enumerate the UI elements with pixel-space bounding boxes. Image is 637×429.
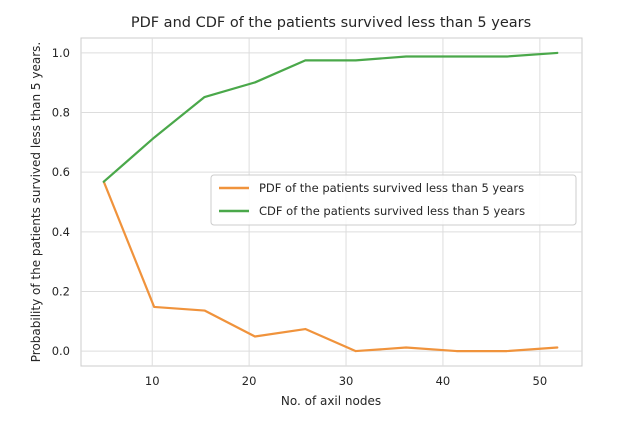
- y-axis-label: Probability of the patients survived les…: [29, 42, 43, 362]
- x-tick-label: 40: [436, 374, 451, 388]
- y-tick-label: 0.6: [52, 165, 70, 179]
- y-tick-label: 0.0: [52, 344, 70, 358]
- legend-box: [210, 174, 577, 226]
- legend-label-pdf: PDF of the patients survived less than 5…: [259, 181, 524, 195]
- x-tick-label: 30: [339, 374, 354, 388]
- y-tick-label: 0.8: [52, 106, 70, 120]
- pdf-series-line: [102, 180, 559, 353]
- y-tick-label: 0.2: [52, 284, 70, 298]
- x-tick-label: 20: [242, 374, 257, 388]
- tick-labels: 10 20 30 40 50 0.0 0.2 0.4 0.6 0.8 1.0: [52, 46, 547, 388]
- y-tick-label: 1.0: [52, 46, 70, 60]
- chart-title: PDF and CDF of the patients survived les…: [131, 15, 531, 31]
- x-axis-label: No. of axil nodes: [281, 394, 381, 408]
- x-tick-label: 10: [145, 374, 160, 388]
- series-layer: [102, 51, 559, 353]
- x-tick-label: 50: [533, 374, 548, 388]
- legend-label-cdf: CDF of the patients survived less than 5…: [259, 204, 525, 218]
- y-tick-label: 0.4: [52, 225, 70, 239]
- cdf-series-line: [102, 51, 559, 183]
- legend: PDF of the patients survived less than 5…: [210, 174, 577, 226]
